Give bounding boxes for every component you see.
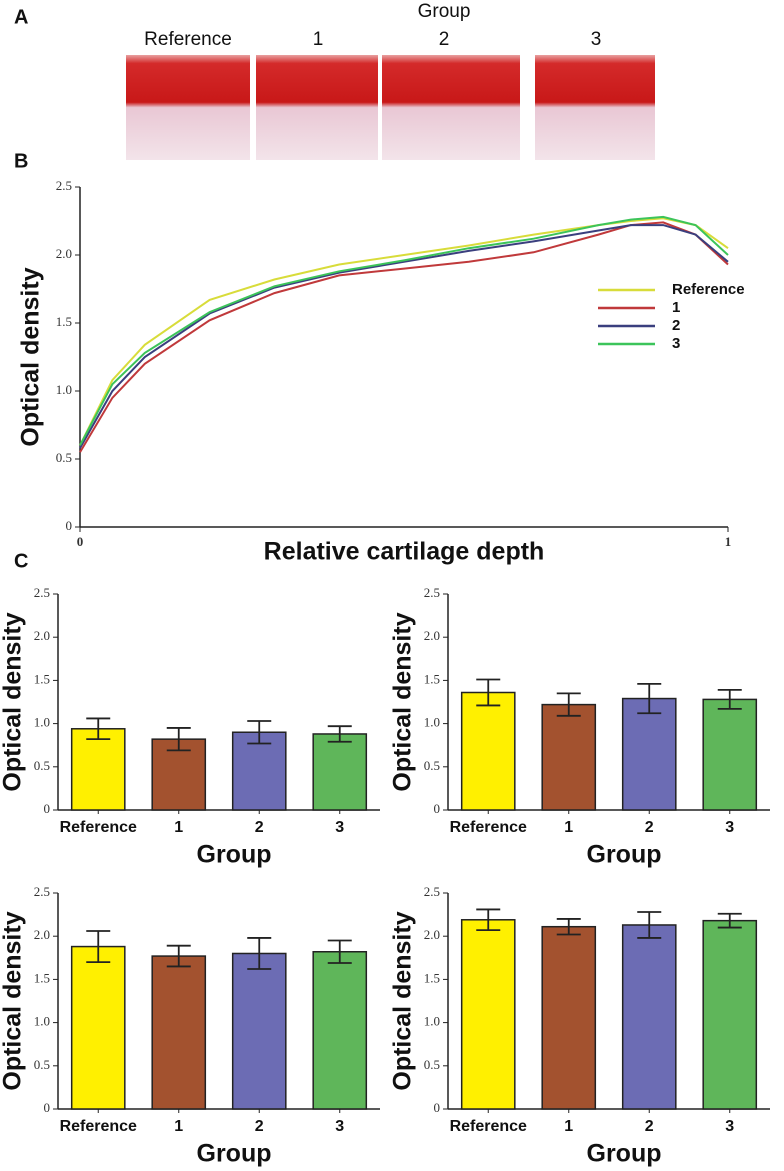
x-axis-label: Group	[587, 841, 662, 869]
x-tick-label: Reference	[60, 1118, 137, 1135]
y-tick-label: 0.5	[424, 1057, 440, 1072]
x-tick-label: 3	[725, 1118, 734, 1135]
group-label: 3	[591, 29, 602, 50]
x-tick-label: 3	[335, 819, 344, 836]
histology-image	[535, 55, 655, 160]
y-tick-label: 2.0	[424, 628, 440, 643]
y-tick-label: 0.5	[424, 758, 440, 773]
x-tick-label: 0	[77, 534, 84, 549]
y-tick-label: 2.5	[34, 884, 50, 899]
x-tick-label: Reference	[450, 819, 527, 836]
bar	[541, 703, 597, 811]
y-tick-label: 2.5	[34, 585, 50, 600]
y-tick-label: 2.0	[424, 927, 440, 942]
histology-image	[256, 55, 378, 160]
y-tick-label: 1.0	[424, 715, 440, 730]
y-tick-label: 1.5	[424, 671, 440, 686]
panel-label: B	[14, 150, 28, 172]
y-tick-label: 1.0	[34, 1014, 50, 1029]
y-tick-label: 0.5	[56, 450, 72, 465]
y-tick-label: 0	[44, 1100, 51, 1115]
y-tick-label: 1.5	[34, 970, 50, 985]
y-tick-label: 1.5	[56, 314, 72, 329]
y-tick-label: 2.0	[56, 246, 72, 261]
bar	[460, 691, 516, 811]
group-label: 1	[313, 29, 324, 50]
bar	[312, 951, 368, 1110]
y-tick-label: 2.0	[34, 628, 50, 643]
y-tick-label: 0	[434, 1100, 441, 1115]
y-axis-label: Optical density	[389, 911, 417, 1090]
data-line	[79, 224, 729, 449]
y-axis-label: Optical density	[0, 911, 27, 1090]
x-axis-label: Group	[587, 1140, 662, 1168]
y-tick-label: 2.0	[34, 927, 50, 942]
y-tick-label: 2.5	[56, 178, 72, 193]
x-tick-label: 2	[645, 1118, 654, 1135]
data-line	[79, 221, 729, 453]
legend-label: 3	[672, 335, 680, 352]
bar	[702, 698, 758, 811]
bar	[70, 945, 126, 1110]
y-axis-label: Optical density	[17, 267, 45, 446]
group-title: Group	[418, 1, 471, 22]
x-tick-label: 2	[255, 819, 264, 836]
x-tick-label: Reference	[60, 819, 137, 836]
x-axis-label: Group	[197, 841, 272, 869]
legend-label: Reference	[672, 281, 745, 298]
x-tick-label: 1	[725, 534, 732, 549]
x-axis-label: Relative cartilage depth	[264, 538, 545, 566]
y-tick-label: 0	[66, 518, 73, 533]
data-line	[79, 217, 729, 446]
bar	[621, 697, 677, 811]
bar	[621, 924, 677, 1110]
y-tick-label: 1.5	[34, 671, 50, 686]
histology-image	[382, 55, 520, 160]
x-tick-label: 1	[564, 819, 573, 836]
x-tick-label: 1	[564, 1118, 573, 1135]
y-tick-label: 0.5	[34, 758, 50, 773]
bar	[70, 728, 126, 811]
y-tick-label: 1.5	[424, 970, 440, 985]
x-tick-label: 2	[255, 1118, 264, 1135]
histology-image	[126, 55, 250, 160]
bar	[231, 952, 287, 1110]
panel-label: C	[14, 550, 28, 572]
x-tick-label: 3	[725, 819, 734, 836]
legend-label: 2	[672, 317, 680, 334]
y-tick-label: 1.0	[424, 1014, 440, 1029]
group-label: Reference	[144, 29, 232, 50]
y-tick-label: 0	[44, 801, 51, 816]
legend-label: 1	[672, 299, 680, 316]
y-axis-label: Optical density	[0, 612, 27, 791]
x-tick-label: 3	[335, 1118, 344, 1135]
bar	[312, 733, 368, 811]
x-tick-label: 2	[645, 819, 654, 836]
y-tick-label: 2.5	[424, 884, 440, 899]
data-line	[79, 215, 729, 446]
panel-label: A	[14, 6, 28, 28]
x-tick-label: Reference	[450, 1118, 527, 1135]
y-axis-label: Optical density	[389, 612, 417, 791]
group-label: 2	[439, 29, 450, 50]
bar	[702, 919, 758, 1110]
y-tick-label: 0	[434, 801, 441, 816]
bar	[231, 731, 287, 811]
x-axis-label: Group	[197, 1140, 272, 1168]
x-tick-label: 1	[174, 1118, 183, 1135]
y-tick-label: 2.5	[424, 585, 440, 600]
bar	[460, 919, 516, 1110]
y-tick-label: 1.0	[34, 715, 50, 730]
bar	[541, 925, 597, 1110]
y-tick-label: 1.0	[56, 382, 72, 397]
bar	[151, 955, 207, 1110]
x-tick-label: 1	[174, 819, 183, 836]
y-tick-label: 0.5	[34, 1057, 50, 1072]
